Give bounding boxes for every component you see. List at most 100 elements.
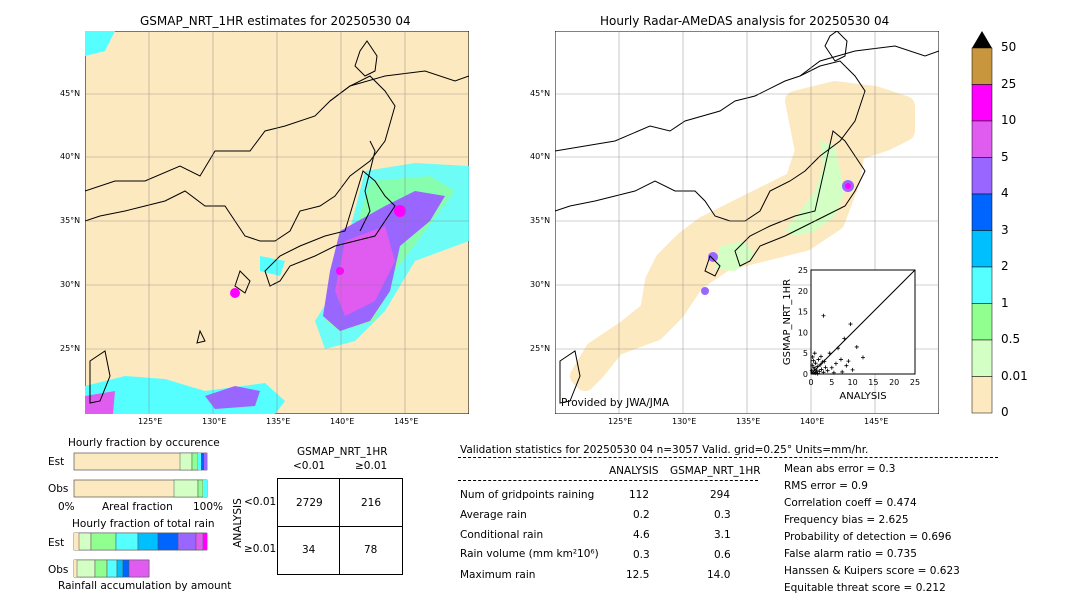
left-map-title: GSMAP_NRT_1HR estimates for 20250530 04 [140, 14, 411, 28]
colorbar-label: 4 [1001, 186, 1009, 200]
scatter-point [812, 351, 817, 356]
validation-row-gsmap: 14.0 [707, 569, 731, 581]
scatter-point [829, 365, 834, 370]
occurrence-title: Hourly fraction by occurence [68, 437, 220, 449]
contingency-cell: 2729 [296, 497, 323, 509]
colorbar-segment [971, 303, 993, 341]
left-lon-tick: 145°E [394, 417, 419, 426]
validation-row-gsmap: 294 [710, 489, 731, 501]
colorbar-segment [971, 120, 993, 158]
validation-row-analysis: 112 [629, 489, 650, 501]
scatter-point [840, 369, 845, 374]
scatter-point [846, 359, 851, 364]
scatter-point [821, 313, 826, 318]
right-lon-tick: 140°E [800, 417, 825, 426]
score-line: Equitable threat score = 0.212 [784, 582, 946, 594]
scatter-ylabel: GSMAP_NRT_1HR [782, 279, 793, 365]
scatter-point [811, 370, 816, 375]
scatter-point [813, 361, 818, 366]
scatter-x-tick: 20 [889, 378, 899, 387]
occurrence-bars [73, 452, 208, 498]
contingency-row-axis: ANALYSIS [231, 498, 244, 548]
left-lat-tick: 35°N [60, 216, 81, 225]
left-map [85, 31, 469, 414]
right-map-title: Hourly Radar-AMeDAS analysis for 2025053… [600, 14, 890, 28]
scatter-point [821, 370, 826, 375]
scatter-point [861, 355, 865, 360]
scatter-point [836, 346, 841, 351]
colorbar-label: 25 [1001, 76, 1017, 91]
left-lat-tick: 45°N [60, 89, 81, 98]
scatter-x-tick: 0 [808, 378, 813, 387]
scatter-x-tick: 15 [868, 378, 878, 387]
scatter-point [838, 357, 843, 362]
contingency-row-label: <0.01 [244, 496, 277, 508]
scatter-point [810, 363, 815, 368]
scatter-plot: 00 5 5 10 10 15 15 20 20 25 25 ANALYSIS GSMAP_NRT_… [782, 266, 920, 402]
score-line: Frequency bias = 2.625 [784, 514, 909, 526]
validation-col-analysis: ANALYSIS [609, 465, 659, 477]
colorbar-segment [971, 47, 993, 85]
validation-table-divider [458, 480, 758, 481]
contingency-cell: 78 [364, 544, 378, 556]
colorbar-segment [971, 157, 993, 195]
scatter-point [811, 358, 816, 363]
score-line: RMS error = 0.9 [784, 480, 868, 492]
left-lon-tick: 130°E [202, 417, 227, 426]
colorbar-segment [971, 339, 993, 377]
scatter-point [810, 354, 815, 359]
right-lon-tick: 145°E [864, 417, 889, 426]
scatter-point [831, 370, 836, 375]
colorbar-label: 10 [1001, 113, 1017, 127]
colorbar-label: 0.01 [1001, 368, 1028, 383]
right-lat-tick: 35°N [530, 216, 551, 225]
colorbar-extend-arrow [972, 31, 992, 48]
validation-row-analysis: 4.6 [633, 529, 650, 541]
occurrence-axis-left: 0% [58, 501, 75, 513]
scatter-y-tick: 15 [798, 308, 808, 317]
validation-divider [458, 457, 998, 458]
left-lon-tick: 135°E [266, 417, 291, 426]
validation-row-label: Rain volume (mm km²10⁶) [460, 548, 599, 560]
scatter-point [833, 361, 838, 366]
scatter-point [811, 365, 816, 370]
score-line: Probability of detection = 0.696 [784, 531, 952, 543]
right-lat-tick: 25°N [530, 344, 551, 353]
scatter-point [848, 322, 853, 327]
colorbar-segment [971, 266, 993, 304]
left-lat-tick: 25°N [60, 344, 81, 353]
contingency-title: GSMAP_NRT_1HR [297, 446, 388, 458]
validation-row-label: Average rain [460, 509, 527, 521]
radar-credit: Provided by JWA/JMA [561, 397, 670, 409]
occurrence-row-est: Est [48, 456, 65, 468]
validation-row-label: Maximum rain [460, 569, 536, 581]
colorbar [971, 31, 993, 414]
total-rain-footer: Rainfall accumulation by amount [58, 580, 232, 592]
right-lon-tick: 135°E [736, 417, 761, 426]
colorbar-label: 0 [1001, 405, 1009, 419]
left-lat-tick: 30°N [60, 280, 81, 289]
colorbar-segment [971, 230, 993, 268]
colorbar-label: 5 [1001, 149, 1009, 164]
right-lat-tick: 45°N [530, 89, 551, 98]
scatter-x-tick: 25 [910, 378, 920, 387]
scatter-point [815, 364, 820, 369]
total-rain-row-obs: Obs [48, 564, 69, 576]
left-lon-tick: 140°E [330, 417, 355, 426]
validation-row-gsmap: 3.1 [714, 529, 731, 541]
validation-row-gsmap: 0.3 [714, 509, 731, 521]
scatter-point [842, 336, 847, 341]
right-map [555, 31, 939, 414]
total-rain-title: Hourly fraction of total rain [72, 518, 215, 530]
scatter-point [854, 344, 859, 349]
scatter-y-tick: 10 [798, 328, 808, 337]
total-rain-bars [73, 532, 208, 578]
scatter-y-tick: 25 [798, 266, 808, 275]
contingency-cell: 216 [361, 497, 382, 509]
contingency-cell: 34 [302, 544, 316, 556]
validation-row-gsmap: 0.6 [714, 549, 731, 561]
colorbar-segment [971, 84, 993, 122]
occurrence-row-obs: Obs [48, 483, 69, 495]
total-rain-row-est: Est [48, 537, 65, 549]
validation-row-label: Conditional rain [460, 529, 544, 541]
